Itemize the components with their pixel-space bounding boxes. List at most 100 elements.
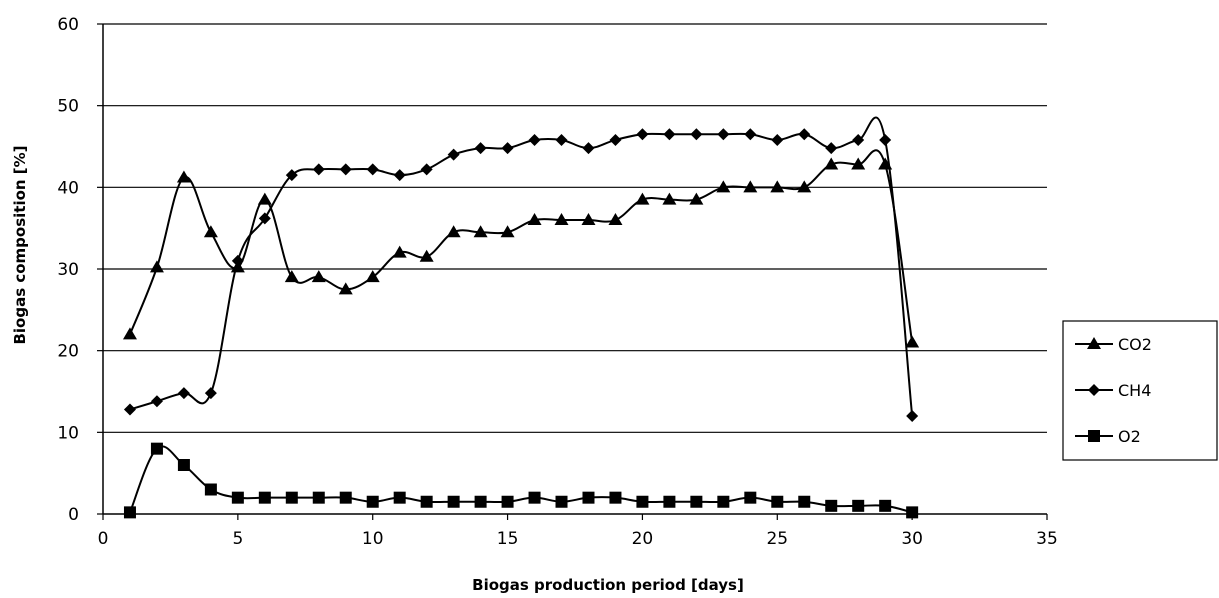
data-point-o2	[879, 499, 892, 512]
data-point-co2	[149, 260, 164, 273]
data-point-ch4	[204, 387, 217, 400]
data-point-o2	[285, 491, 298, 504]
data-point-co2	[257, 192, 272, 205]
data-point-co2	[392, 245, 407, 258]
data-point-ch4	[258, 212, 271, 225]
data-point-ch4	[177, 387, 190, 400]
gridlines	[103, 23, 1047, 433]
data-point-ch4	[339, 163, 352, 176]
x-tick-label: 35	[1036, 529, 1058, 549]
data-point-ch4	[717, 128, 730, 141]
data-point-o2	[123, 506, 136, 519]
data-point-o2	[312, 491, 325, 504]
data-point-co2	[608, 213, 623, 225]
data-point-o2	[528, 491, 541, 504]
data-point-ch4	[150, 395, 163, 408]
data-point-o2	[501, 495, 514, 508]
data-point-co2	[122, 327, 137, 340]
data-point-ch4	[555, 133, 568, 146]
data-point-co2	[743, 180, 758, 193]
data-point-o2	[204, 483, 217, 496]
data-point-ch4	[528, 133, 541, 146]
data-point-o2	[825, 499, 838, 512]
legend-marker-o2	[1088, 430, 1100, 442]
y-tick-label: 10	[57, 423, 79, 443]
data-point-ch4	[420, 163, 433, 176]
data-point-o2	[798, 495, 811, 508]
data-point-ch4	[609, 133, 622, 146]
data-point-co2	[500, 225, 515, 238]
data-point-ch4	[636, 128, 649, 141]
data-point-co2	[176, 170, 191, 183]
data-point-co2	[311, 270, 326, 283]
data-point-ch4	[906, 410, 919, 422]
x-tick-label: 10	[362, 529, 384, 549]
data-point-o2	[717, 495, 730, 508]
data-point-ch4	[798, 128, 811, 141]
data-point-o2	[231, 491, 244, 504]
series-line-o2	[129, 445, 913, 514]
y-axis-title: Biogas composition [%]	[11, 145, 29, 344]
data-point-ch4	[285, 169, 298, 182]
series-o2	[123, 442, 919, 519]
data-point-o2	[582, 491, 595, 504]
legend-label-ch4: CH4	[1118, 381, 1151, 400]
data-point-co2	[419, 249, 434, 262]
legend-label-o2: O2	[1118, 427, 1141, 446]
data-point-co2	[824, 157, 839, 170]
x-tick-label: 15	[497, 529, 519, 549]
data-point-o2	[393, 491, 406, 504]
data-point-o2	[447, 495, 460, 508]
x-axis-title: Biogas production period [days]	[472, 576, 744, 594]
data-point-o2	[906, 506, 919, 519]
data-point-o2	[555, 495, 568, 508]
x-tick-label: 25	[766, 529, 788, 549]
legend: CO2 CH4 O2	[1062, 320, 1218, 461]
data-point-o2	[744, 491, 757, 504]
data-point-co2	[446, 225, 461, 238]
data-point-co2	[905, 335, 920, 348]
data-point-ch4	[447, 148, 460, 161]
series-ch4	[123, 116, 919, 422]
data-point-ch4	[663, 128, 676, 141]
data-point-co2	[473, 225, 488, 238]
y-tick-label: 0	[68, 505, 79, 525]
data-point-o2	[690, 495, 703, 508]
series-line-ch4	[129, 116, 914, 417]
data-point-co2	[527, 213, 542, 225]
data-point-ch4	[474, 142, 487, 155]
data-point-ch4	[393, 169, 406, 182]
data-point-o2	[771, 495, 784, 508]
data-point-o2	[258, 491, 271, 504]
data-point-co2	[770, 180, 785, 193]
x-tick-label: 5	[232, 529, 243, 549]
data-point-ch4	[744, 128, 757, 141]
x-tick-label: 20	[632, 529, 654, 549]
y-tick-label: 60	[57, 15, 79, 35]
legend-label-co2: CO2	[1118, 335, 1152, 354]
y-tick-label: 50	[57, 97, 79, 117]
data-point-ch4	[123, 403, 136, 416]
data-point-ch4	[312, 163, 325, 176]
data-point-co2	[635, 192, 650, 205]
data-point-co2	[716, 180, 731, 193]
data-point-o2	[663, 495, 676, 508]
data-point-ch4	[690, 128, 703, 141]
data-point-o2	[177, 459, 190, 471]
legend-marker-co2	[1087, 337, 1101, 349]
data-point-co2	[365, 270, 380, 283]
data-point-ch4	[771, 133, 784, 146]
data-point-co2	[338, 282, 353, 295]
data-point-o2	[339, 491, 352, 504]
data-point-co2	[851, 157, 866, 170]
data-point-ch4	[582, 142, 595, 155]
data-point-o2	[150, 442, 163, 455]
series-line-co2	[129, 149, 914, 343]
data-point-co2	[689, 192, 704, 205]
data-point-o2	[474, 495, 487, 508]
data-point-ch4	[852, 133, 865, 146]
data-point-co2	[797, 180, 812, 193]
data-point-ch4	[879, 133, 892, 146]
y-tick-label: 20	[57, 342, 79, 362]
